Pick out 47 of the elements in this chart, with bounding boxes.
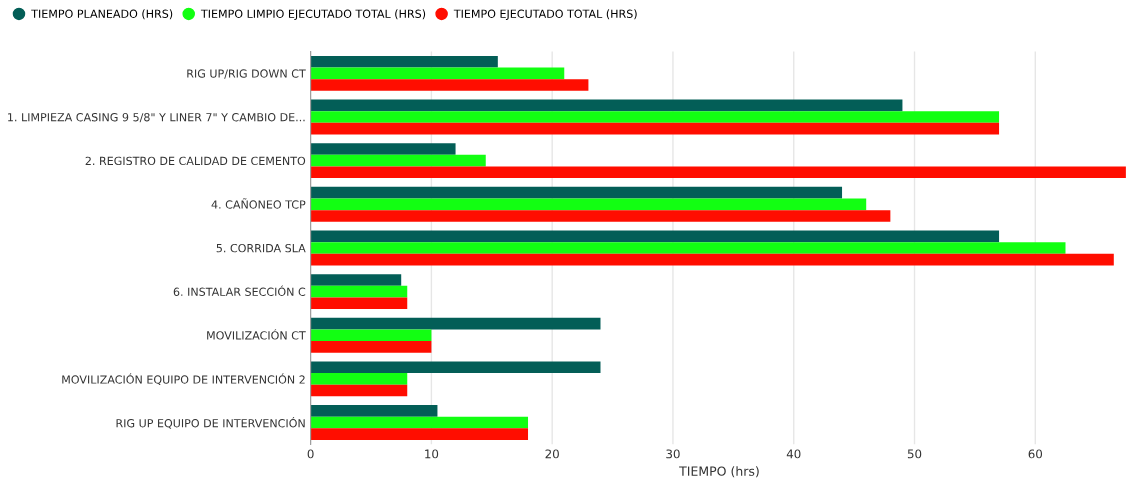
y-tick-label: MOVILIZACIÓN CT	[207, 329, 306, 340]
x-tick-label: 50	[907, 449, 922, 459]
bar	[310, 274, 402, 286]
bar	[310, 55, 498, 68]
x-tick-label: 30	[666, 449, 680, 459]
x-tick-label: 20	[545, 449, 559, 459]
legend-label: TIEMPO LIMPIO EJECUTADO TOTAL (HRS)	[200, 9, 426, 21]
bar	[310, 361, 601, 374]
bar	[310, 416, 529, 429]
bar	[310, 210, 891, 222]
bar	[310, 428, 529, 440]
bar	[310, 79, 589, 91]
bar	[310, 143, 456, 155]
bar	[310, 341, 432, 353]
bar	[310, 198, 867, 211]
bar	[310, 329, 432, 342]
bar	[310, 122, 1000, 135]
bar	[310, 67, 565, 80]
y-tick-label: RIG UP EQUIPO DE INTERVENCIÓN	[116, 416, 305, 429]
bar	[310, 384, 408, 397]
y-tick-label: MOVILIZACIÓN EQUIPO DE INTERVENCIÓN 2	[62, 373, 305, 386]
bar	[310, 405, 438, 417]
y-tick-label: 6. INSTALAR SECCIÓN C	[173, 285, 306, 296]
y-tick-label: 5. CORRIDA SLA	[216, 243, 306, 253]
x-tick-label: 40	[786, 449, 801, 459]
bar	[310, 317, 601, 330]
y-tick-label: 1. LIMPIEZA CASING 9 5/8" Y LINER 7" Y CAMBIO DE...	[8, 113, 305, 123]
bar	[310, 242, 1066, 254]
x-tick-label: 0	[307, 449, 314, 459]
y-tick-label: 4. CAÑONEO TCP	[211, 198, 306, 209]
bar	[310, 285, 408, 298]
x-tick-label: 10	[425, 449, 439, 459]
bar	[310, 186, 843, 199]
bar	[310, 166, 1126, 179]
legend-label: TIEMPO PLANEADO (HRS)	[31, 9, 173, 20]
bar	[310, 111, 1000, 123]
bar	[310, 253, 1114, 266]
x-tick-label: 60	[1028, 449, 1043, 459]
y-tick-label: 2. REGISTRO DE CALIDAD DE CEMENTO	[85, 156, 306, 166]
legend-label: TIEMPO EJECUTADO TOTAL (HRS)	[453, 9, 637, 21]
y-tick-label: RIG UP/RIG DOWN CT	[187, 69, 306, 79]
bar	[310, 297, 408, 310]
bar	[310, 154, 486, 167]
bar	[310, 99, 903, 112]
bar	[310, 230, 1000, 243]
bar	[310, 373, 408, 385]
x-axis-title: TIEMPO (hrs)	[679, 466, 759, 478]
